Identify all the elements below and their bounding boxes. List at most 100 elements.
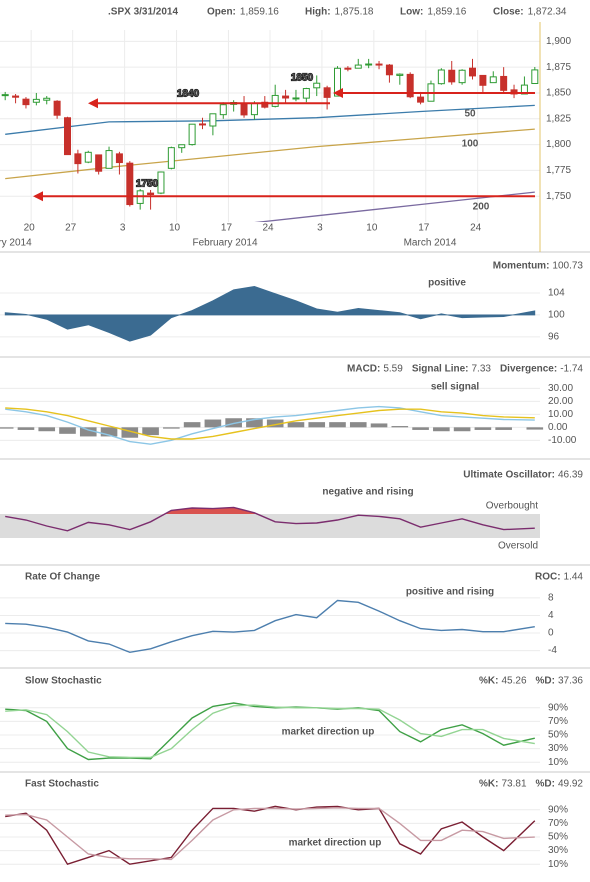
candle-body: [32, 98, 40, 103]
candle-body: [126, 162, 134, 206]
panel-title: Rate Of Change: [25, 572, 100, 583]
y-tick-label: 100: [548, 310, 565, 321]
y-tick-label: 70%: [548, 818, 568, 829]
x-tick-label: 17: [418, 223, 430, 234]
candle-body: [271, 94, 279, 107]
y-tick-label: 1,900: [546, 36, 571, 47]
y-tick-label: 96: [548, 331, 560, 342]
y-tick-label: 1,825: [546, 113, 571, 124]
panel-title: Slow Stochastic: [25, 676, 102, 687]
candle-body: [250, 103, 258, 116]
histogram-bar: [0, 427, 14, 429]
legend-value: 5.59: [383, 364, 403, 375]
y-tick-label: 0: [548, 628, 554, 639]
y-tick-label: 0.00: [548, 422, 568, 433]
y-tick-label: 20.00: [548, 396, 573, 407]
level-arrow: [33, 191, 43, 202]
ma-group: [5, 104, 535, 222]
stat-label: Open:: [207, 7, 236, 18]
annotation: negative and rising: [322, 487, 413, 498]
histogram-bar: [370, 423, 388, 428]
moving-average: [254, 191, 535, 222]
histogram-bar: [453, 427, 471, 432]
moving-average: [5, 104, 535, 135]
annotation: positive: [428, 278, 466, 289]
candle-body: [334, 67, 341, 97]
stat-label: Close:: [493, 7, 524, 18]
histogram-bar: [474, 427, 492, 430]
histogram-bar: [59, 427, 76, 434]
y-tick-label: 30%: [548, 743, 568, 754]
legend-label: %K:: [479, 676, 498, 687]
x-tick-label: 3: [317, 223, 323, 234]
annotation: market direction up: [289, 838, 382, 849]
histogram-bar: [308, 422, 326, 428]
histogram-bar: [287, 422, 305, 428]
line: [5, 702, 535, 761]
candle-body: [396, 73, 404, 76]
y-tick-label: 90%: [548, 702, 568, 713]
month-label: ry 2014: [0, 238, 32, 249]
ma-label: 50: [464, 109, 476, 120]
histogram-bar: [412, 427, 429, 430]
candle-body: [313, 82, 321, 89]
line: [5, 506, 535, 532]
annotation: positive and rising: [406, 587, 494, 598]
y-tick-label: 70%: [548, 716, 568, 727]
level-label: 1850: [291, 73, 314, 84]
histogram-bar: [349, 422, 367, 428]
candle-body: [448, 69, 456, 83]
x-tick-label: 24: [262, 223, 274, 234]
y-tick-label: 1,775: [546, 165, 571, 176]
y-tick-label: -4: [548, 645, 557, 656]
level-label: 1750: [136, 179, 159, 190]
line: [5, 599, 535, 654]
y-tick-label: -10.00: [548, 435, 577, 446]
chart-title: .SPX 3/31/2014: [108, 7, 178, 18]
candle-body: [479, 74, 487, 86]
y-tick-label: 30%: [548, 845, 568, 856]
histogram-bar: [79, 427, 97, 437]
candle-body: [531, 69, 539, 85]
candle-body: [354, 64, 362, 69]
candle-body: [240, 102, 248, 116]
legend-label: Ultimate Oscillator:: [463, 470, 555, 481]
level-label: 1840: [177, 89, 200, 100]
stat-label: Low:: [400, 7, 423, 18]
overbought-label: Overbought: [486, 501, 538, 512]
histogram-bar: [495, 427, 512, 430]
histogram-bar: [246, 418, 263, 428]
y-tick-label: 10%: [548, 859, 568, 870]
candle-body: [64, 117, 71, 156]
candle-body: [469, 67, 476, 77]
y-tick-label: 4: [548, 610, 554, 621]
annotation: sell signal: [431, 382, 480, 393]
candle-body: [261, 101, 269, 108]
histogram-bar: [391, 426, 409, 428]
candle-body: [406, 73, 414, 98]
candle-body: [520, 84, 528, 95]
histogram-bar: [17, 427, 35, 430]
candle-body: [292, 97, 300, 100]
y-tick-label: 90%: [548, 804, 568, 815]
level-arrow: [333, 87, 343, 98]
candle-body: [188, 123, 196, 146]
histogram-bar: [121, 427, 139, 438]
legend-value: -1.74: [560, 364, 583, 375]
histogram-bar: [204, 419, 222, 428]
stat-value: 1,875.18: [335, 7, 374, 18]
candle-body: [323, 87, 331, 98]
histogram-bar: [163, 427, 180, 429]
candle-body: [458, 69, 466, 84]
y-tick-label: 10.00: [548, 409, 573, 420]
legend-label: %K:: [479, 779, 498, 790]
histogram-bar: [142, 427, 159, 436]
legend-label: Momentum:: [493, 261, 550, 272]
y-tick-label: 10%: [548, 757, 568, 768]
oversold-label: Oversold: [498, 541, 538, 552]
candle-body: [74, 153, 82, 165]
ma-label: 100: [462, 139, 479, 150]
x-tick-label: 20: [24, 223, 36, 234]
candle-body: [115, 153, 123, 164]
line: [5, 405, 535, 445]
